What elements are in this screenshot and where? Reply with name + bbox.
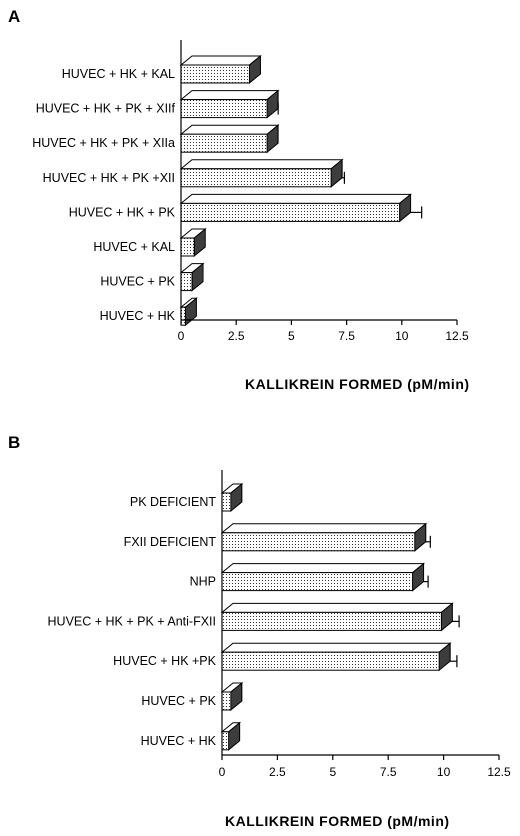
- category-label: HUVEC + HK + PK + XIIa: [32, 136, 175, 150]
- bar-top-face: [179, 55, 262, 66]
- category-label: NHP: [190, 575, 216, 589]
- bar-top-face: [179, 90, 280, 101]
- bar-front-face: [180, 99, 268, 119]
- category-label: FXII DEFICIENT: [124, 535, 217, 549]
- x-axis-title: KALLIKREIN FORMED (pM/min): [225, 813, 450, 829]
- bar: [220, 562, 429, 592]
- x-tick-label: 2.5: [269, 765, 286, 779]
- panel-b: B PK DEFICIENT FXII DEFICIENT NHP HUVEC + HK…: [8, 433, 511, 829]
- category-label: HUVEC + HK: [100, 309, 176, 323]
- bar: [220, 602, 460, 632]
- x-tick-label: 10: [437, 765, 451, 779]
- bar: [220, 642, 458, 672]
- bar: [220, 522, 431, 552]
- panel-label: A: [8, 7, 20, 26]
- bar: [179, 89, 280, 119]
- x-tick-label: 7.5: [380, 765, 397, 779]
- category-label: HUVEC + HK + PK +XII: [43, 171, 175, 185]
- bar-front-face: [221, 572, 414, 592]
- bar-top-face: [220, 523, 428, 534]
- bar: [179, 262, 205, 292]
- category-label: HUVEC + HK + PK + Anti-FXII: [48, 614, 216, 628]
- bar: [179, 297, 198, 327]
- category-label: PK DEFICIENT: [130, 495, 216, 509]
- x-tick-label: 5: [288, 329, 295, 343]
- bar-front-face: [180, 64, 250, 84]
- bar: [220, 721, 242, 751]
- panel-label: B: [8, 433, 20, 452]
- bar-front-face: [180, 272, 193, 292]
- bar: [179, 193, 423, 223]
- bar-top-face: [179, 124, 280, 135]
- x-tick-label: 12.5: [445, 329, 469, 343]
- bar: [179, 227, 207, 258]
- category-label: HUVEC + HK + KAL: [62, 67, 175, 81]
- bar-front-face: [180, 202, 401, 222]
- bar-front-face: [221, 611, 442, 631]
- bar: [220, 681, 244, 712]
- bar-front-face: [221, 731, 230, 751]
- category-label: HUVEC + HK + PK: [69, 205, 176, 219]
- bar: [179, 54, 262, 85]
- bar-front-face: [180, 168, 332, 188]
- bar-top-face: [220, 602, 454, 613]
- x-tick-label: 12.5: [487, 765, 511, 779]
- bar: [179, 158, 345, 188]
- bar: [179, 124, 280, 154]
- x-axis-title: KALLIKREIN FORMED (pM/min): [245, 376, 470, 392]
- bar-top-face: [179, 159, 344, 170]
- x-tick-label: 5: [329, 765, 336, 779]
- category-label: HUVEC + PK: [100, 275, 175, 289]
- bar-front-face: [221, 651, 440, 671]
- category-label: HUVEC + HK +PK: [113, 654, 216, 668]
- bar-front-face: [180, 133, 268, 153]
- bar-front-face: [180, 237, 195, 257]
- category-label: HUVEC + HK: [141, 734, 217, 748]
- x-tick-label: 10: [395, 329, 409, 343]
- x-tick-label: 7.5: [338, 329, 355, 343]
- category-label: HUVEC + PK: [141, 694, 216, 708]
- bar-top-face: [220, 563, 425, 574]
- bar-top-face: [179, 193, 412, 204]
- bar-top-face: [220, 642, 452, 653]
- x-tick-label: 0: [178, 329, 185, 343]
- bar: [220, 482, 244, 513]
- bar-front-face: [221, 691, 232, 711]
- x-tick-label: 0: [219, 765, 226, 779]
- x-tick-label: 2.5: [228, 329, 245, 343]
- panel-a: A HUVEC + HK + KAL HUVEC + HK + PK + XIIf H…: [8, 7, 470, 392]
- category-label: HUVEC + KAL: [93, 240, 175, 254]
- bar-front-face: [221, 492, 232, 512]
- category-label: HUVEC + HK + PK + XIIf: [36, 102, 176, 116]
- bar-front-face: [180, 306, 186, 326]
- bar-front-face: [221, 532, 416, 552]
